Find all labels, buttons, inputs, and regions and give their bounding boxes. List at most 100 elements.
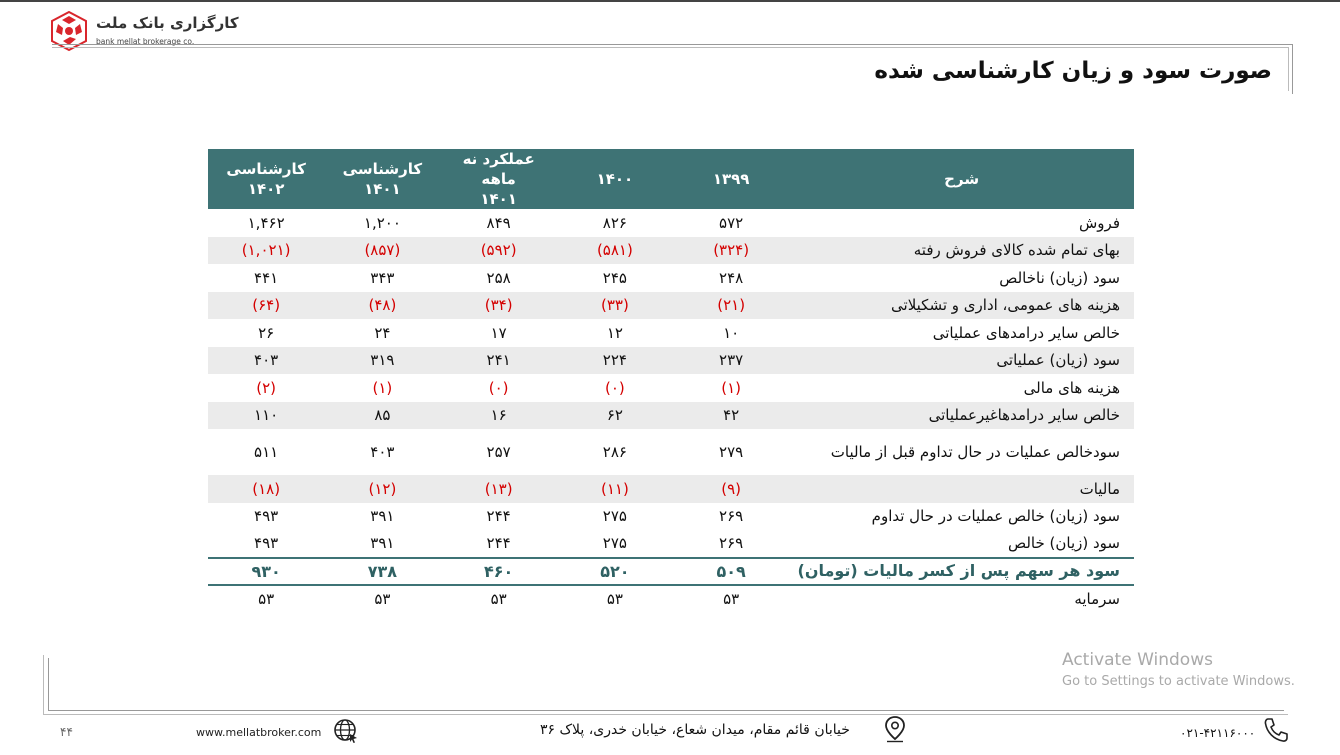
table-row: خالص سایر درامدهای عملیاتی ۱۰ ۱۲ ۱۷ ۲۴ ۲… [208,319,1134,347]
cell-value-negative: (۳۲۴) [673,236,790,264]
cell-value: ۲۴۱ [440,346,557,374]
cell-value: ۵۳ [374,590,391,609]
cell-value: ۴۰۳ [208,346,325,374]
cell-value: ۵۳ [490,590,507,609]
cell-value: ۱۰ [723,323,740,342]
top-border [0,0,1340,2]
cell-value: ۳۹۱ [370,534,395,553]
table-row: سود (زیان) ناخالص ۲۴۸ ۲۴۵ ۲۵۸ ۳۴۳ ۴۴۱ [208,264,1134,292]
page-number: ۴۴ [60,725,73,739]
cell-value: ۲۴۴ [486,507,511,526]
cell-value: ۳۴۳ [370,268,395,287]
cell-value-negative: (۳۴) [440,291,557,319]
cell-value: ۶۲ [556,401,674,429]
cell-value: ۵۳ [258,590,275,609]
location-pin-icon [885,716,905,743]
activate-windows-subtitle[interactable]: Go to Settings to activate Windows. [1062,674,1295,689]
cell-value-negative: (۴۸) [324,291,441,319]
cell-value: ۳۱۹ [324,346,441,374]
row-description: هزینه های مالی [1023,378,1120,397]
cell-value-negative: (۰) [605,378,625,397]
cell-value: ۲۲۴ [556,346,674,374]
cell-value: ۵۰۹ [673,556,790,586]
cell-value-negative: (۹) [673,475,790,503]
header-year: ۱۴۰۱ [480,190,517,208]
header-year: ۱۴۰۲ [247,180,285,198]
header-1400: ۱۴۰۰ [556,149,674,209]
header-frame-line [52,44,1292,45]
cell-value: ۴۰۳ [370,443,395,461]
cell-value: ۱,۲۰۰ [363,213,401,232]
cell-value: ۴۹۳ [254,507,279,526]
table-row: سود (زیان) عملیاتی ۲۳۷ ۲۲۴ ۲۴۱ ۳۱۹ ۴۰۳ [208,346,1134,374]
footer-frame-vertical-outer [43,655,44,715]
cell-value-negative: (۳۳) [556,291,674,319]
cell-value: ۵۲۰ [556,556,674,586]
table-row: بهای تمام شده کالای فروش رفته (۳۲۴) (۵۸۱… [208,236,1134,264]
page-title: صورت سود و زیان کارشناسی شده [874,58,1272,84]
header-frame-vertical [1292,44,1293,94]
row-description: سود (زیان) ناخالص [999,268,1120,287]
row-description: سود (زیان) عملیاتی [789,346,1134,374]
cell-value-negative: (۶۴) [208,291,325,319]
cell-value-negative: (۵۸۱) [556,236,674,264]
activate-windows-title: Activate Windows [1062,650,1213,670]
cell-value-negative: (۱۱) [556,475,674,503]
cell-value-negative: (۱۳) [440,475,557,503]
cell-value-negative: (۰) [488,378,509,397]
row-description: سرمایه [1074,590,1120,609]
table-row: هزینه های مالی (۱) (۰) (۰) (۱) (۲) [208,374,1134,402]
table-row: مالیات (۹) (۱۱) (۱۳) (۱۲) (۱۸) [208,475,1134,503]
cell-value-negative: (۱۸) [208,475,325,503]
row-description: خالص سایر درامدهاغیرعملیاتی [789,401,1134,429]
row-description: سود (زیان) خالص عملیات در حال تداوم [871,507,1120,526]
cell-value: ۸۴۹ [486,213,511,232]
website-link[interactable]: www.mellatbroker.com [196,726,322,739]
row-description: خالص سایر درامدهای عملیاتی [932,323,1120,342]
cell-value-negative: (۸۵۷) [324,236,441,264]
cell-value-negative: (۱۲) [324,475,441,503]
row-description: سود (زیان) خالص [1007,534,1120,553]
cell-value: ۲۳۷ [673,346,790,374]
cell-value: ۲۶۹ [719,507,744,526]
cell-value: ۲۴۸ [719,268,744,287]
cell-value-negative: (۱) [721,378,742,397]
table-row: سودخالص عملیات در حال تداوم قبل از مالیا… [208,429,1134,475]
profit-loss-table: شرح ۱۳۹۹ ۱۴۰۰ عملکرد نه ماهه ۱۴۰۱ کارشنا… [208,149,1134,613]
header-frame-line-inner [52,47,1288,48]
header-expert-1402: کارشناسی ۱۴۰۲ [208,149,325,209]
cell-value: ۹۳۰ [208,556,325,586]
cell-value: ۳۹۱ [370,507,395,526]
cell-value: ۱,۴۶۲ [247,213,285,232]
cell-value: ۵۳ [723,590,740,609]
cell-value: ۴۶۰ [440,556,557,586]
cell-value: ۲۵۸ [486,268,511,287]
row-description: فروش [1078,213,1120,232]
row-description: سود هر سهم پس از کسر مالیات (تومان) [789,556,1134,586]
office-address: خیابان قائم مقام، میدان شعاع، خیابان خدر… [540,722,850,738]
cell-value: ۷۳۸ [324,556,441,586]
footer-frame-line [48,710,1284,711]
table-row: فروش ۵۷۲ ۸۲۶ ۸۴۹ ۱,۲۰۰ ۱,۴۶۲ [208,209,1134,237]
cell-value: ۱۶ [440,401,557,429]
cell-value: ۵۷۲ [719,213,744,232]
header-year: ۱۴۰۱ [364,180,401,198]
header-1399: ۱۳۹۹ [673,149,790,209]
table-row: هزینه های عمومی، اداری و تشکیلاتی (۲۱) (… [208,291,1134,319]
cell-value: ۲۶ [258,323,275,342]
cell-value: ۲۷۹ [719,443,744,461]
header-nine-month-1401: عملکرد نه ماهه ۱۴۰۱ [440,149,557,209]
cell-value: ۱۷ [490,323,507,342]
table-row: سود (زیان) خالص ۲۶۹ ۲۷۵ ۲۴۴ ۳۹۱ ۴۹۳ [208,530,1134,558]
header-label: کارشناسی [342,160,423,178]
cell-value: ۴۴۱ [254,268,279,287]
cell-value: ۲۵۷ [486,443,511,461]
header-frame-vertical-inner [1288,47,1289,91]
cell-value-negative: (۲) [256,378,277,397]
row-description: بهای تمام شده کالای فروش رفته [789,236,1134,264]
cell-value: ۲۴ [374,323,391,342]
cell-value-negative: (۵۹۲) [440,236,557,264]
cell-value: ۱۲ [606,323,623,342]
row-description: مالیات [789,475,1134,503]
logo-name: کارگزاری بانک ملت [96,14,239,32]
